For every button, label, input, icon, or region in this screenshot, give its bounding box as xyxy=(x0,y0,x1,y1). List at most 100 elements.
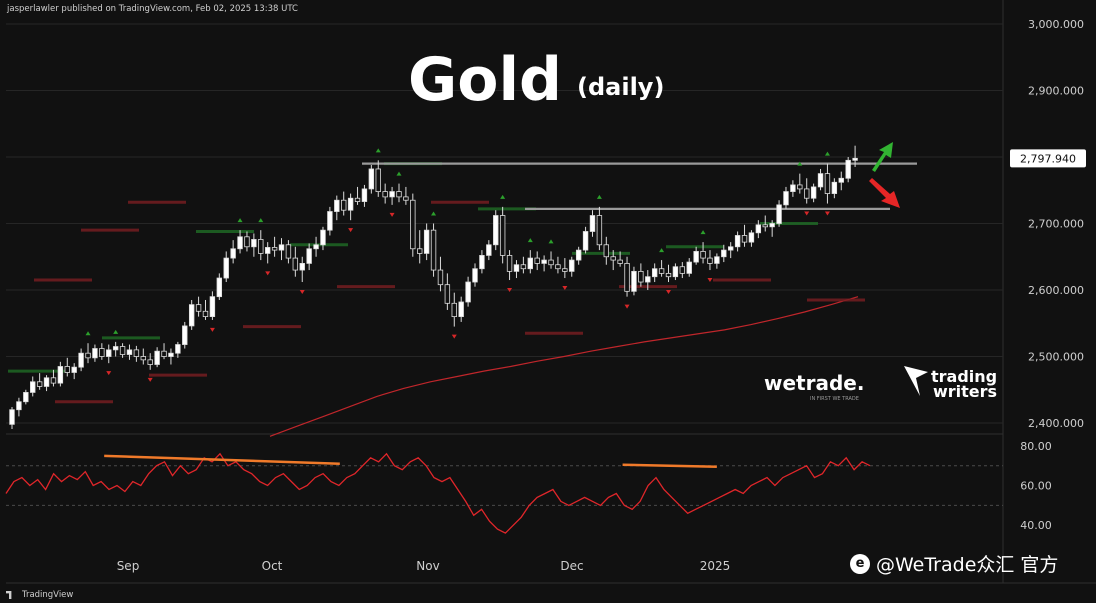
candle-body xyxy=(306,248,312,264)
candle-body xyxy=(347,197,354,211)
pivot-low-marker xyxy=(389,212,395,217)
price-tick-label: 2,400.000 xyxy=(1028,417,1084,430)
candle-body xyxy=(645,276,651,283)
candle-body xyxy=(271,247,278,251)
watermark: e @WeTrade众汇 官方 xyxy=(850,550,1058,577)
pivot-high-marker xyxy=(85,331,91,336)
candle-body xyxy=(126,349,133,355)
candle-body xyxy=(264,247,271,254)
candle-body xyxy=(258,239,264,254)
candle-body xyxy=(479,255,485,270)
candle-body xyxy=(596,215,603,246)
candle-body xyxy=(569,259,575,272)
candle-body xyxy=(499,215,506,256)
candle-body xyxy=(506,255,513,272)
trading-writers-mark-icon xyxy=(904,366,928,396)
candle-body xyxy=(700,251,706,259)
tradingview-mark-icon xyxy=(6,591,12,599)
candle-body xyxy=(64,366,70,373)
candle-body xyxy=(182,325,188,345)
candle-body xyxy=(209,296,216,318)
candle-body xyxy=(493,215,499,246)
pivot-high-marker xyxy=(237,218,243,223)
candle-body xyxy=(707,257,713,264)
candle-body xyxy=(762,224,768,228)
tradingview-logo-text: TradingView xyxy=(22,590,74,600)
pivot-high-marker xyxy=(113,329,119,334)
candle-body xyxy=(624,263,630,292)
pivot-low-marker xyxy=(804,211,810,216)
candle-body xyxy=(216,277,223,298)
candle-body xyxy=(147,359,153,365)
pivot-low-marker xyxy=(707,278,713,283)
candle-body xyxy=(71,366,77,373)
candle-body xyxy=(410,199,416,250)
candle-body xyxy=(824,173,831,194)
candle-body xyxy=(451,302,457,318)
candle-body xyxy=(617,259,623,264)
candle-body xyxy=(838,177,844,183)
candle-body xyxy=(651,268,658,278)
candle-body xyxy=(693,251,699,263)
pivot-low-marker xyxy=(209,327,215,332)
candle-body xyxy=(444,284,451,304)
price-tick-label: 2,500.000 xyxy=(1028,351,1084,364)
sma-line xyxy=(269,296,859,437)
candle-body xyxy=(285,244,292,259)
candle-body xyxy=(486,244,492,256)
candle-body xyxy=(610,256,616,261)
pivot-low-marker xyxy=(265,271,271,276)
wetrade-tagline: IN FIRST WE TRADE xyxy=(810,396,859,402)
time-axis-label: Sep xyxy=(117,559,140,573)
rsi-tick-label: 80.00 xyxy=(1020,440,1052,453)
candle-body xyxy=(99,348,105,357)
price-tick-label: 3,000.000 xyxy=(1028,18,1084,31)
candle-body xyxy=(334,199,340,212)
candle-body xyxy=(472,268,478,283)
candle-body xyxy=(202,310,209,318)
candle-body xyxy=(465,281,471,303)
candle-body xyxy=(672,266,679,278)
candle-body xyxy=(396,191,402,198)
tradingview-logo[interactable]: TradingView xyxy=(6,590,73,600)
candle-body xyxy=(783,191,789,206)
pivot-high-marker xyxy=(596,194,602,199)
candle-body xyxy=(562,268,568,272)
pivot-high-marker xyxy=(824,151,830,156)
arrow-up-annotation xyxy=(872,142,893,172)
candle-body xyxy=(230,248,236,259)
candle-body xyxy=(589,215,596,232)
candle-body xyxy=(354,197,361,202)
candle-body xyxy=(734,235,741,248)
candle-body xyxy=(50,377,57,384)
pivot-high-marker xyxy=(500,194,506,199)
candle-body xyxy=(161,350,167,357)
candle-body xyxy=(92,348,98,359)
candle-body xyxy=(423,229,430,254)
candle-body xyxy=(85,352,91,359)
pivot-high-marker xyxy=(797,161,803,166)
candle-body xyxy=(534,257,540,264)
candle-body xyxy=(527,257,533,270)
candle-body xyxy=(541,259,547,264)
candle-body xyxy=(817,173,824,188)
wetrade-logo: wetrade. xyxy=(764,371,864,395)
candle-body xyxy=(582,231,589,251)
candle-body xyxy=(154,350,160,365)
candle-body xyxy=(237,236,243,250)
candle-body xyxy=(520,264,527,270)
pivot-low-marker xyxy=(147,377,153,382)
candle-body xyxy=(804,188,810,199)
candle-body xyxy=(721,249,727,258)
candle-body xyxy=(195,304,202,312)
candle-body xyxy=(168,352,174,357)
candle-body xyxy=(555,264,561,270)
trading-writers-line2: writers xyxy=(933,382,997,401)
candle-body xyxy=(631,270,637,292)
candle-body xyxy=(313,244,319,250)
candle-body xyxy=(361,188,368,202)
pivot-high-marker xyxy=(431,211,437,216)
candle-body xyxy=(299,263,305,271)
